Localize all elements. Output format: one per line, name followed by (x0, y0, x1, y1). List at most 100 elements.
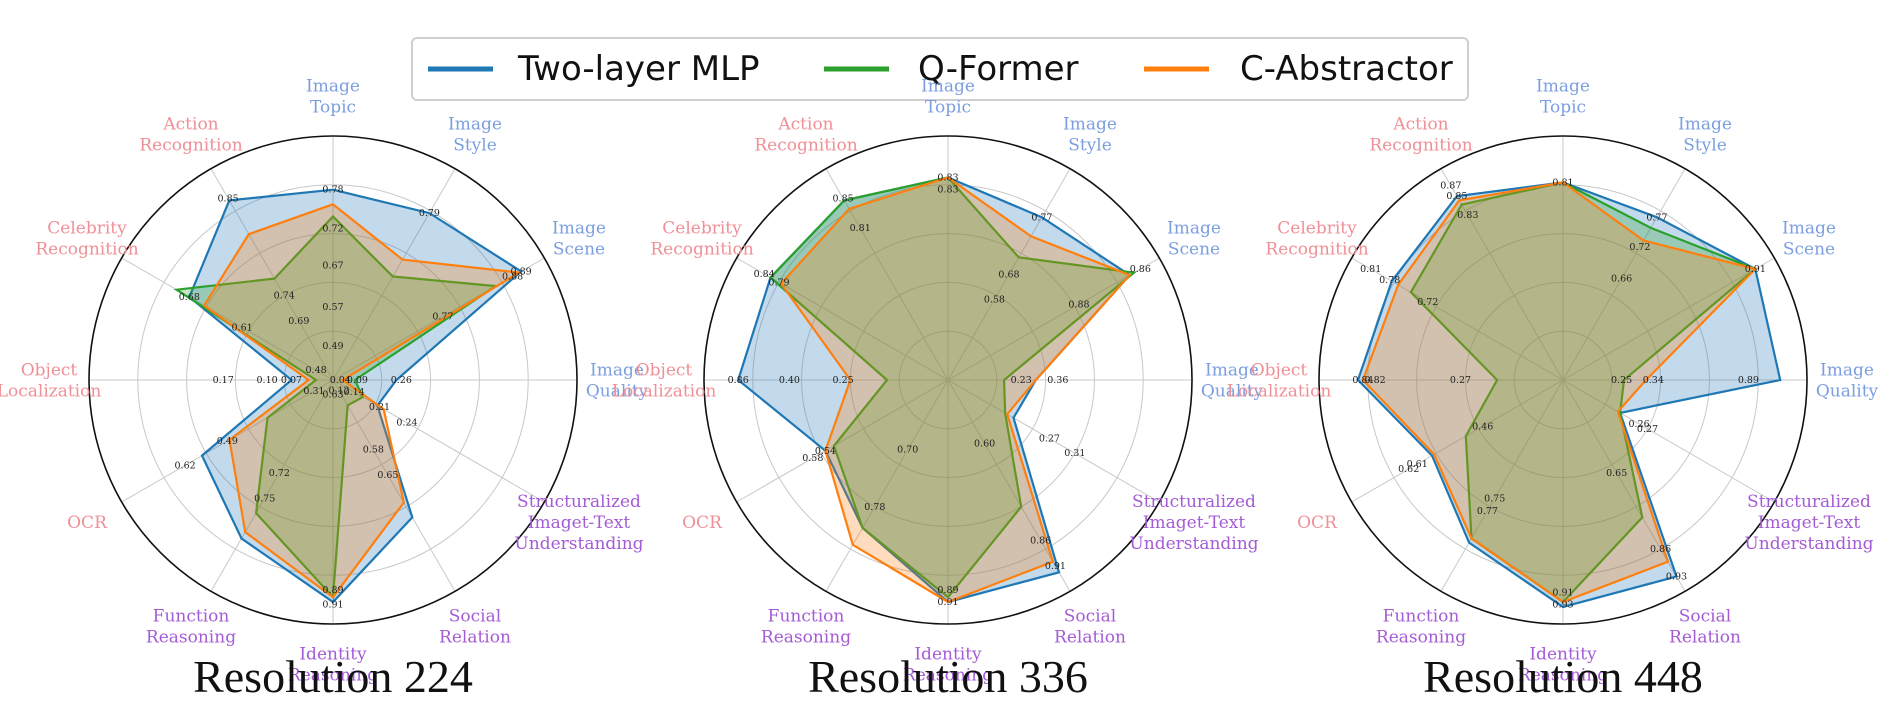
value-label: 0.79 (419, 208, 440, 219)
value-label: 0.25 (1611, 375, 1632, 386)
value-label: 0.31 (1064, 448, 1085, 459)
value-label: 0.82 (1365, 375, 1386, 386)
spoke-structuralized-imaget-text-understanding (947, 379, 1160, 503)
value-label: 0.61 (232, 323, 253, 334)
value-label: 0.89 (322, 585, 343, 596)
value-label: 0.74 (274, 291, 295, 302)
axis-label-object-localization: Object Localization (0, 361, 101, 402)
spoke-action-recognition (210, 168, 334, 381)
value-label: 0.49 (217, 436, 238, 447)
value-label: 0.68 (179, 292, 200, 303)
value-label: 0.26 (391, 375, 412, 386)
axis-label-image-style: Image Style (1678, 115, 1732, 156)
axis-label-structuralized-imaget-text-understanding: Structuralized Imaget-Text Understanding (514, 492, 643, 554)
value-label: 0.04 (330, 375, 351, 386)
spoke-social-relation (947, 379, 1071, 592)
axis-label-action-recognition: Action Recognition (1369, 115, 1472, 156)
value-label: 0.75 (1484, 493, 1505, 504)
value-label: 0.25 (833, 375, 854, 386)
axis-label-image-scene: Image Scene (552, 219, 606, 260)
value-label: 0.77 (1031, 212, 1052, 223)
legend-frame (411, 37, 1469, 101)
spoke-ocr (1351, 379, 1564, 503)
spoke-image-scene (1562, 257, 1775, 381)
value-label: 0.86 (1650, 544, 1671, 555)
value-label: 0.78 (1379, 275, 1400, 286)
series-q-former (768, 176, 1137, 599)
value-label: 0.14 (344, 387, 365, 398)
value-label: 0.48 (306, 365, 327, 376)
value-label: 0.63 (322, 390, 343, 401)
axis-label-identity-reasoning: Identity Reasoning (288, 645, 378, 686)
axis-label-action-recognition: Action Recognition (139, 115, 242, 156)
axis-label-social-relation: Social Relation (439, 607, 511, 648)
value-label: 0.62 (175, 460, 196, 471)
value-label: 0.79 (768, 277, 789, 288)
value-label: 0.40 (779, 375, 800, 386)
value-label: 0.85 (218, 193, 239, 204)
spoke-action-recognition (825, 168, 949, 381)
value-label: 0.34 (1643, 375, 1664, 386)
axis-label-image-quality: Image Quality (1201, 361, 1264, 402)
spoke-structuralized-imaget-text-understanding (332, 379, 545, 503)
axis-label-object-localization: Object Localization (1227, 361, 1332, 402)
value-label: 0.61 (1407, 459, 1428, 470)
value-label: 0.83 (1457, 210, 1478, 221)
value-label: 0.81 (1552, 177, 1573, 188)
axis-label-ocr: OCR (682, 513, 723, 533)
spoke-social-relation (332, 379, 456, 592)
spoke-image-style (947, 168, 1071, 381)
value-label: 0.10 (257, 375, 278, 386)
value-label: 0.68 (998, 269, 1019, 280)
series-c-abstractor (1361, 181, 1758, 604)
value-label: 0.58 (984, 295, 1005, 306)
value-label: 0.31 (303, 386, 324, 397)
axis-label-image-style: Image Style (1063, 115, 1117, 156)
series-c-abstractor (779, 176, 1132, 604)
radar-chart-resolution-448: 0.810.770.720.660.910.890.340.250.270.26… (1227, 77, 1878, 686)
spoke-function-reasoning (210, 379, 334, 592)
legend-label-c-abstractor: C-Abstractor (1240, 49, 1453, 89)
value-label: 0.57 (322, 302, 343, 313)
spoke-function-reasoning (825, 379, 949, 592)
spoke-celebrity-recognition (121, 257, 334, 381)
value-label: 0.62 (1398, 464, 1419, 475)
chart-title-resolution-448: Resolution 448 (1423, 651, 1703, 702)
value-label: 0.83 (937, 173, 958, 184)
value-label: 0.07 (281, 375, 302, 386)
axis-label-identity-reasoning: Identity Reasoning (903, 645, 993, 686)
axis-label-social-relation: Social Relation (1669, 607, 1741, 648)
value-label: 0.65 (1606, 468, 1627, 479)
value-label: 0.88 (502, 271, 523, 282)
value-label: 0.27 (1450, 375, 1471, 386)
value-label: 0.93 (1552, 600, 1573, 611)
radar-chart-resolution-336: 0.830.83 0.77 0.68 0.58 0.86 0.88 0.36 0.23 0.31… (612, 77, 1264, 686)
value-label: 0.77 (1646, 212, 1667, 223)
value-label: 0.83 (937, 185, 958, 196)
value-label: 0.91 (1745, 264, 1766, 275)
axis-label-celebrity-recognition: Celebrity Recognition (1265, 219, 1368, 260)
value-label: 0.86 (1030, 536, 1051, 547)
value-label: 0.17 (213, 375, 234, 386)
radar-chart-resolution-224: 0.780.720.670.570.490.790.890.880.770.26… (0, 77, 649, 686)
spoke-ocr (121, 379, 334, 503)
value-label: 0.69 (288, 316, 309, 327)
axis-label-image-style: Image Style (448, 115, 502, 156)
value-label: 0.12 (329, 386, 350, 397)
value-label: 0.27 (1039, 434, 1060, 445)
legend-label-q-former: Q-Former (918, 49, 1079, 89)
value-label: 0.85 (1446, 191, 1467, 202)
value-label: 0.58 (363, 445, 384, 456)
chart-title-resolution-224: Resolution 224 (193, 651, 473, 702)
axis-label-celebrity-recognition: Celebrity Recognition (650, 219, 753, 260)
value-label: 0.21 (369, 402, 390, 413)
chart-title-resolution-336: Resolution 336 (808, 651, 1088, 702)
value-label: 0.91 (322, 600, 343, 611)
axis-label-image-scene: Image Scene (1782, 219, 1836, 260)
axis-label-image-topic: Image Topic (1536, 77, 1590, 118)
axis-label-image-quality: Image Quality (586, 361, 649, 402)
axis-label-object-localization: Object Localization (612, 361, 717, 402)
value-label: 0.86 (1130, 264, 1151, 275)
value-label: 0.54 (815, 446, 836, 457)
